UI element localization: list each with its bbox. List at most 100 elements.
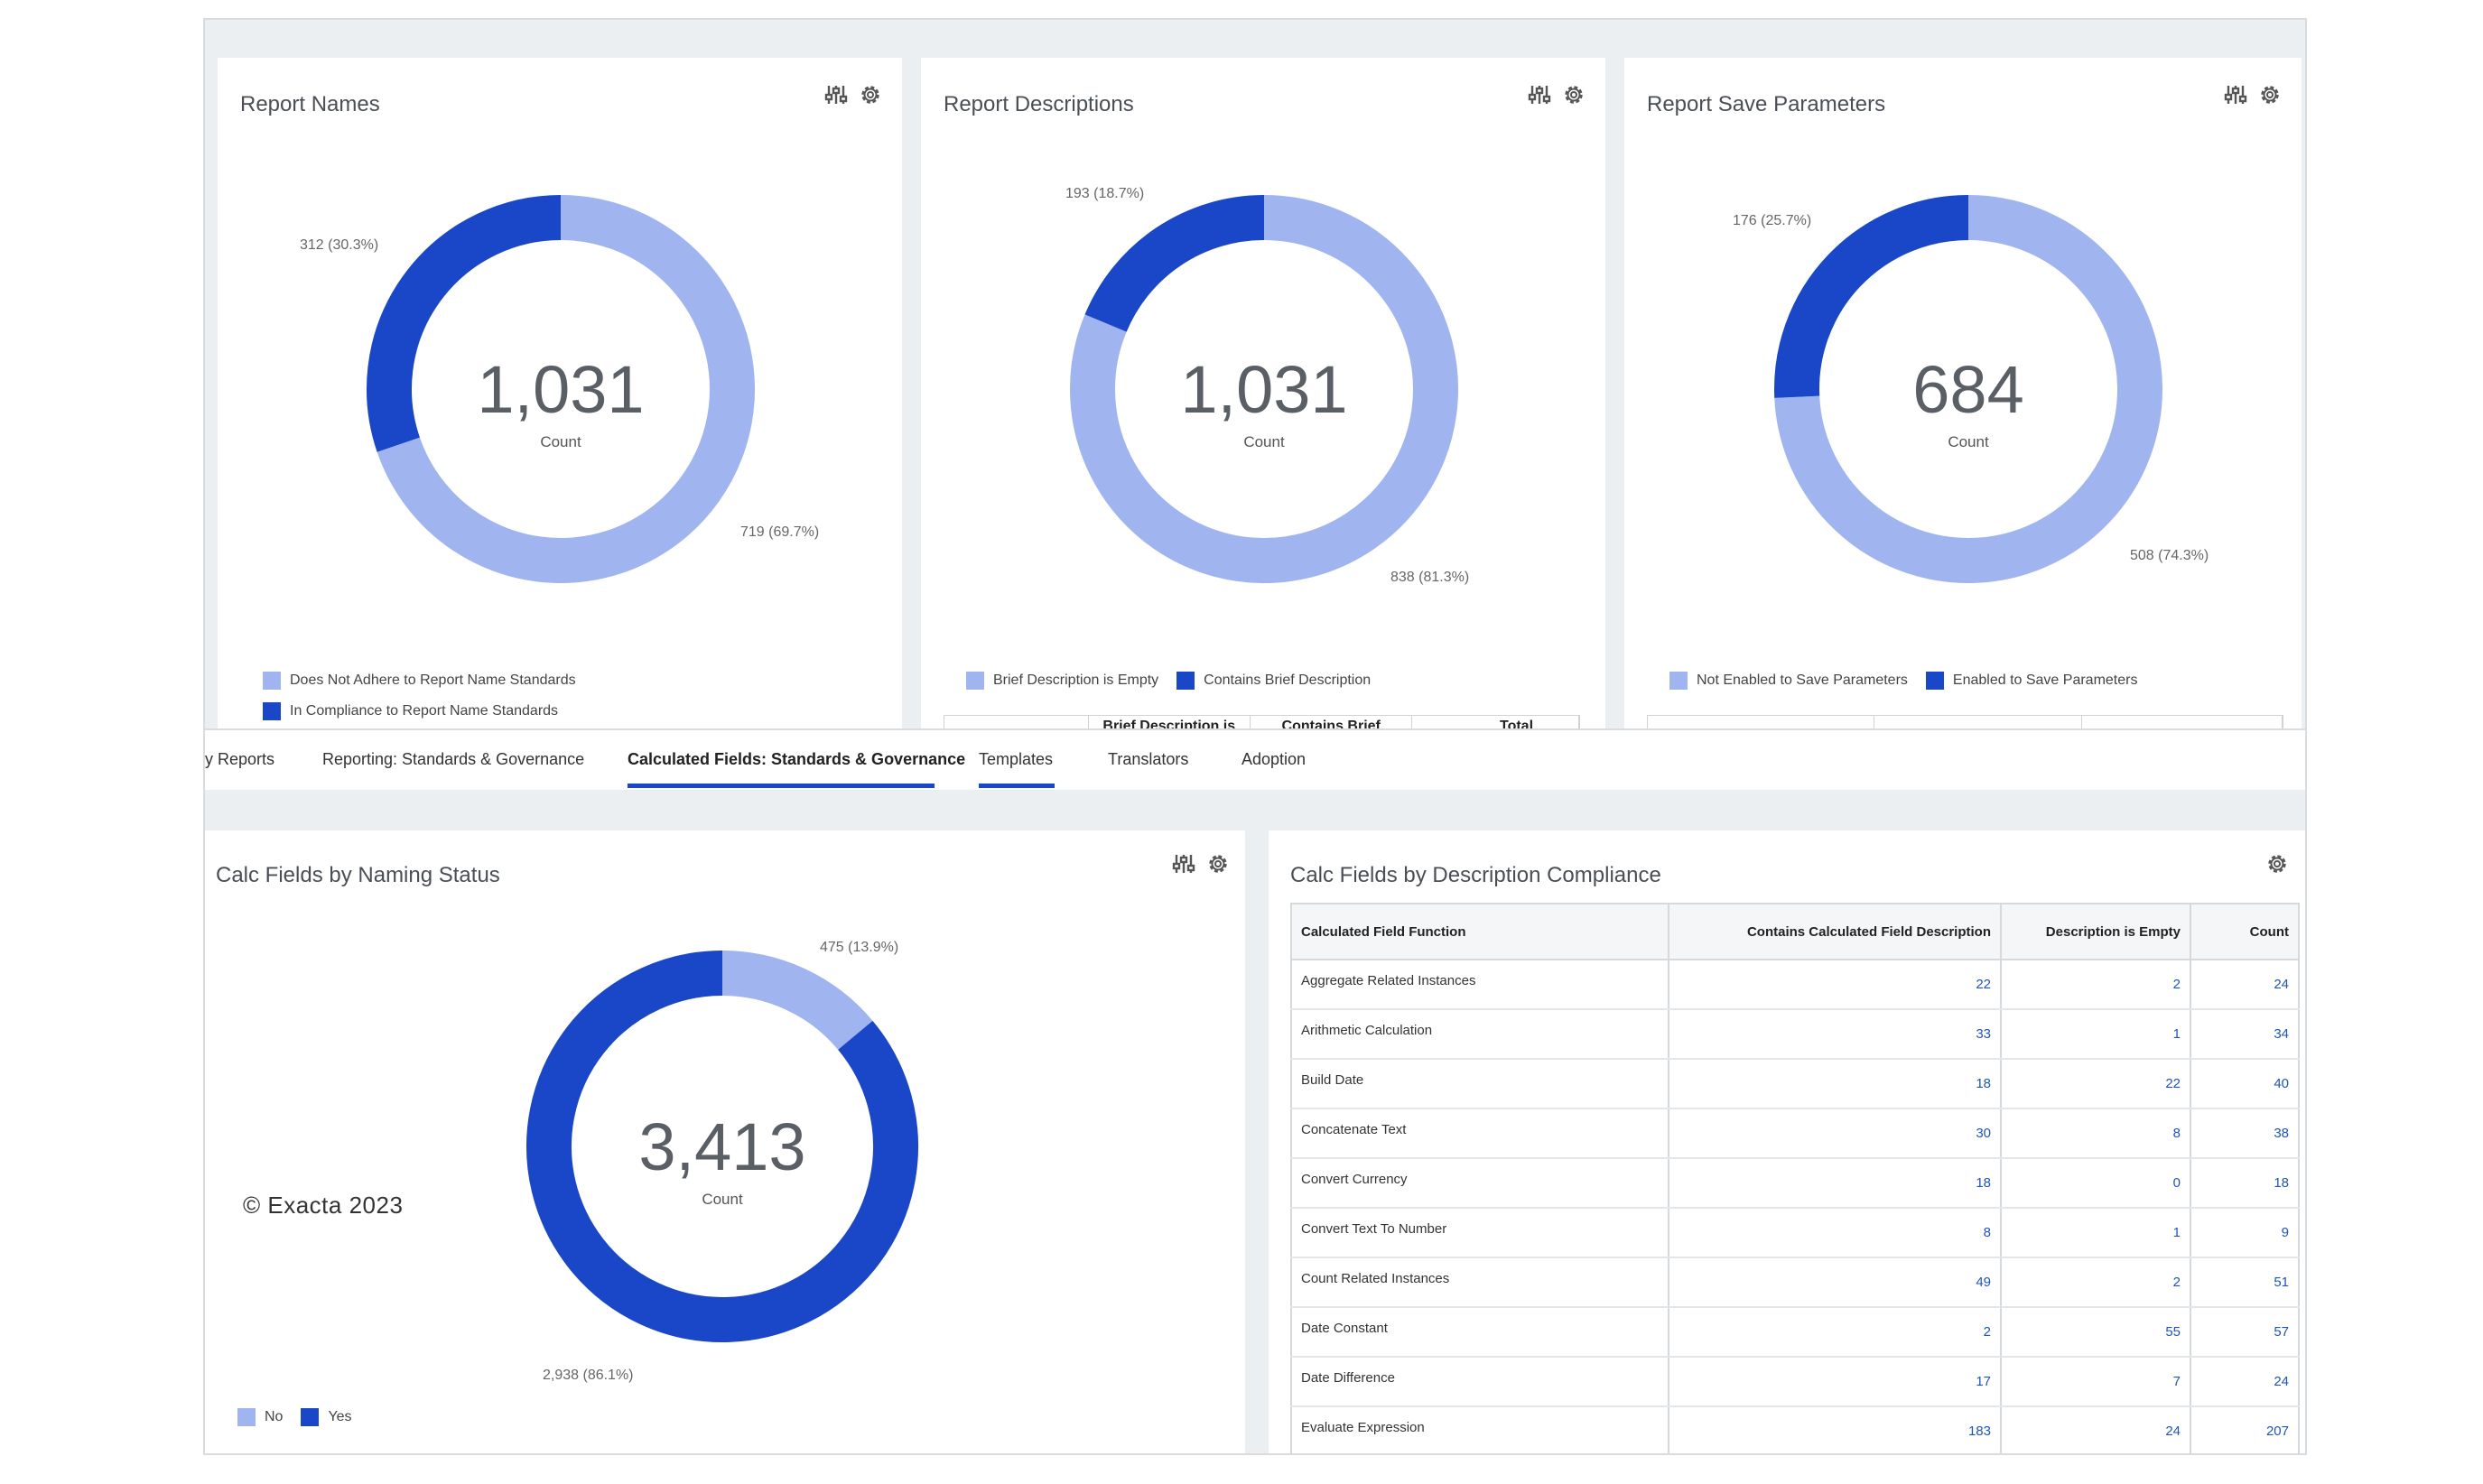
legend-item[interactable]: No bbox=[237, 1408, 283, 1426]
count-link-cell[interactable]: 24 bbox=[2190, 1357, 2300, 1407]
donut-chart: 508 (74.3%) 176 (25.7%) 684 Count bbox=[1624, 58, 2302, 728]
legend-label: No bbox=[265, 1409, 284, 1424]
tab-calculated-fields-standards-governance[interactable]: Calculated Fields: Standards & Governanc… bbox=[628, 750, 966, 768]
count-link-cell[interactable]: 51 bbox=[2190, 1257, 2300, 1308]
tab-y-reports[interactable]: y Reports bbox=[205, 750, 275, 768]
legend: Brief Description is Empty Contains Brie… bbox=[966, 672, 1371, 690]
card-title: Report Save Parameters bbox=[1647, 92, 1886, 116]
count-link-cell[interactable]: 8 bbox=[1668, 1208, 2002, 1258]
legend-item[interactable]: Does Not Adhere to Report Name Standards bbox=[263, 672, 576, 690]
table-header-cell bbox=[944, 716, 1089, 728]
count-link-cell[interactable]: 34 bbox=[2190, 1009, 2300, 1060]
table-row: Count Related Instances 49 2 51 bbox=[1290, 1257, 2300, 1308]
gear-icon[interactable] bbox=[2264, 850, 2291, 877]
count-link-cell[interactable]: 207 bbox=[2190, 1406, 2300, 1453]
count-link-cell[interactable]: 24 bbox=[2190, 960, 2300, 1010]
sliders-icon[interactable] bbox=[2222, 81, 2249, 108]
count-link-cell[interactable]: 30 bbox=[1668, 1108, 2002, 1159]
legend-item[interactable]: Brief Description is Empty bbox=[966, 672, 1158, 690]
donut-slice[interactable] bbox=[1774, 195, 2162, 583]
count-link-cell[interactable]: 2 bbox=[2000, 960, 2191, 1010]
copyright-text: © Exacta 2023 bbox=[243, 1192, 404, 1219]
sliders-icon[interactable] bbox=[1170, 850, 1197, 877]
legend-item[interactable]: Yes bbox=[301, 1408, 352, 1426]
count-link-cell[interactable]: 57 bbox=[2190, 1307, 2300, 1358]
column-header[interactable]: Contains Calculated Field Description bbox=[1668, 903, 2002, 960]
legend: Does Not Adhere to Report Name Standards… bbox=[263, 672, 576, 728]
count-link-cell[interactable]: 49 bbox=[1668, 1257, 2002, 1308]
count-link-cell[interactable]: 38 bbox=[2190, 1108, 2300, 1159]
count-link-cell[interactable]: 55 bbox=[2000, 1307, 2191, 1358]
count-link-cell[interactable]: 2 bbox=[1668, 1307, 2002, 1358]
slice-label: 508 (74.3%) bbox=[2130, 548, 2209, 563]
donut-subtitle: Count bbox=[702, 1191, 743, 1208]
tab-translators[interactable]: Translators bbox=[1108, 750, 1189, 768]
tab-templates[interactable]: Templates bbox=[979, 750, 1054, 768]
table-header-cell: Contains Brief bbox=[1251, 716, 1413, 728]
table-row: Date Difference 17 7 24 bbox=[1290, 1357, 2300, 1407]
count-link-cell[interactable]: 8 bbox=[2000, 1108, 2191, 1159]
sliders-icon[interactable] bbox=[1526, 81, 1553, 108]
summary-table-header bbox=[1647, 715, 2283, 728]
card-report-save-parameters: Report Save Parameters 508 (74.3%) 176 (2… bbox=[1624, 58, 2302, 728]
function-name-cell: Build Date bbox=[1290, 1059, 1669, 1109]
function-name-cell: Convert Text To Number bbox=[1290, 1208, 1669, 1258]
legend-item[interactable]: Contains Brief Description bbox=[1176, 672, 1371, 690]
tab-reporting-standards-governance[interactable]: Reporting: Standards & Governance bbox=[322, 750, 585, 768]
donut-slice[interactable] bbox=[1070, 195, 1458, 583]
count-link-cell[interactable]: 17 bbox=[1668, 1357, 2002, 1407]
dashboard-frame: Report Names 719 (69.7%) 312 (30.3%) 1,031… bbox=[203, 18, 2307, 1455]
table-row: Aggregate Related Instances 22 2 24 bbox=[1290, 960, 2300, 1010]
donut-slice[interactable] bbox=[721, 951, 873, 1051]
donut-slice[interactable] bbox=[1774, 195, 1969, 398]
count-link-cell[interactable]: 1 bbox=[2000, 1208, 2191, 1258]
count-link-cell[interactable]: 18 bbox=[1668, 1059, 2002, 1109]
legend-swatch bbox=[263, 672, 281, 690]
count-link-cell[interactable]: 24 bbox=[2000, 1406, 2191, 1453]
donut-svg: 719 (69.7%) 312 (30.3%) 1,031 Count bbox=[300, 195, 819, 583]
donut-slice[interactable] bbox=[1084, 195, 1265, 333]
column-header[interactable]: Calculated Field Function bbox=[1290, 903, 1669, 960]
tab-adoption[interactable]: Adoption bbox=[1242, 750, 1307, 768]
donut-slice[interactable] bbox=[526, 951, 918, 1342]
count-link-cell[interactable]: 1 bbox=[2000, 1009, 2191, 1060]
table-header-row: Calculated Field Function Contains Calcu… bbox=[1290, 903, 2300, 960]
card-calc-description-compliance: Calc Fields by Description Compliance Ca… bbox=[1269, 830, 2305, 1453]
count-link-cell[interactable]: 22 bbox=[1668, 960, 2002, 1010]
card-calc-naming-status: Calc Fields by Naming Status © Exacta 20… bbox=[205, 830, 1245, 1453]
count-link-cell[interactable]: 40 bbox=[2190, 1059, 2300, 1109]
column-header[interactable]: Count bbox=[2190, 903, 2300, 960]
card-report-descriptions: Report Descriptions 838 (81.3%) 193 (18.7… bbox=[921, 58, 1605, 728]
count-link-cell[interactable]: 18 bbox=[1668, 1158, 2002, 1209]
donut-slice[interactable] bbox=[377, 195, 755, 583]
legend-item[interactable]: Enabled to Save Parameters bbox=[1925, 672, 2137, 690]
gear-icon[interactable] bbox=[857, 81, 884, 108]
table-row: Arithmetic Calculation 33 1 34 bbox=[1290, 1009, 2300, 1060]
count-link-cell[interactable]: 0 bbox=[2000, 1158, 2191, 1209]
summary-table-header: Brief Description is Contains Brief Tota… bbox=[944, 715, 1580, 728]
count-link-cell[interactable]: 183 bbox=[1668, 1406, 2002, 1453]
slice-label: 838 (81.3%) bbox=[1390, 570, 1469, 585]
count-link-cell[interactable]: 9 bbox=[2190, 1208, 2300, 1258]
gear-icon[interactable] bbox=[2256, 81, 2283, 108]
legend-item[interactable]: Not Enabled to Save Parameters bbox=[1669, 672, 1908, 690]
donut-subtitle: Count bbox=[1243, 433, 1285, 450]
column-header[interactable]: Description is Empty bbox=[2000, 903, 2191, 960]
count-link-cell[interactable]: 22 bbox=[2000, 1059, 2191, 1109]
donut-slice[interactable] bbox=[367, 195, 562, 452]
gear-icon[interactable] bbox=[1560, 81, 1587, 108]
gear-icon[interactable] bbox=[1204, 850, 1232, 877]
count-link-cell[interactable]: 18 bbox=[2190, 1158, 2300, 1209]
legend: Not Enabled to Save Parameters Enabled t… bbox=[1669, 672, 2137, 690]
count-link-cell[interactable]: 7 bbox=[2000, 1357, 2191, 1407]
card-report-names: Report Names 719 (69.7%) 312 (30.3%) 1,031… bbox=[218, 58, 902, 728]
count-link-cell[interactable]: 33 bbox=[1668, 1009, 2002, 1060]
function-name-cell: Arithmetic Calculation bbox=[1290, 1009, 1669, 1060]
count-link-cell[interactable]: 2 bbox=[2000, 1257, 2191, 1308]
legend-item[interactable]: In Compliance to Report Name Standards bbox=[263, 702, 576, 720]
tab-active-indicator bbox=[979, 784, 1055, 788]
legend-swatch bbox=[1925, 672, 1944, 690]
sliders-icon[interactable] bbox=[823, 81, 850, 108]
card-title: Calc Fields by Naming Status bbox=[216, 863, 500, 887]
card-title: Report Names bbox=[240, 92, 380, 116]
